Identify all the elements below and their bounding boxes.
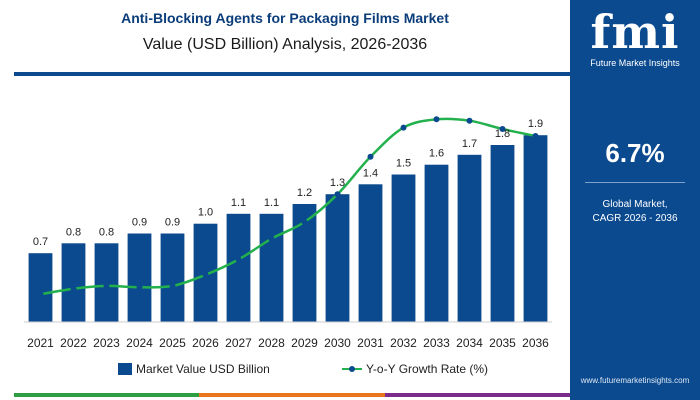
bar-value-label-2032: 1.5: [396, 158, 411, 170]
growth-line-layer: [37, 116, 539, 298]
growth-point-2021: [37, 291, 44, 298]
website-link[interactable]: www.futuremarketinsights.com: [580, 376, 690, 385]
bar-value-label-2029: 1.2: [297, 187, 312, 199]
bar-2036: [523, 135, 548, 322]
bar-2021: [28, 253, 53, 322]
bar-2027: [226, 213, 251, 322]
x-tick-label-2029: 2029: [291, 336, 318, 350]
bar-value-label-2030: 1.3: [330, 177, 345, 189]
legend-line-label: Y-o-Y Growth Rate (%): [366, 362, 489, 376]
x-tick-label-2026: 2026: [192, 336, 219, 350]
growth-point-2027: [235, 256, 242, 263]
legend-bar-swatch: [118, 363, 132, 375]
growth-point-2022: [70, 285, 77, 292]
x-tick-label-2032: 2032: [390, 336, 417, 350]
growth-point-2035: [499, 126, 506, 132]
x-tick-label-2025: 2025: [159, 336, 186, 350]
growth-point-2036: [532, 133, 539, 139]
footer-color-strip: [14, 393, 570, 397]
x-tick-label-2030: 2030: [324, 336, 351, 350]
bar-value-label-2028: 1.1: [264, 197, 279, 209]
bar-2035: [490, 145, 515, 322]
x-tick-label-2035: 2035: [489, 336, 516, 350]
sidebar-panel: fmi Future Market Insights 6.7% Global M…: [570, 0, 700, 400]
bar-2030: [325, 194, 350, 322]
bar-2031: [358, 184, 383, 322]
footer-segment-orange: [199, 393, 385, 397]
logo-subtitle: Future Market Insights: [590, 58, 680, 68]
bar-value-label-2026: 1.0: [198, 207, 213, 219]
legend-item-growth-rate: Y-o-Y Growth Rate (%): [342, 362, 488, 376]
growth-point-2029: [301, 219, 308, 225]
x-tick-label-2031: 2031: [357, 336, 384, 350]
x-tick-label-2028: 2028: [258, 336, 285, 350]
cagr-divider: [585, 182, 685, 183]
x-tick-label-2022: 2022: [60, 336, 87, 350]
bar-value-label-2024: 0.9: [132, 217, 147, 229]
chart-subtitle: Value (USD Billion) Analysis, 2026-2036: [142, 36, 428, 53]
growth-point-2023: [103, 282, 110, 289]
bar-value-label-2022: 0.8: [66, 226, 81, 238]
bar-2022: [61, 243, 86, 322]
bar-2029: [292, 204, 317, 322]
cagr-value: 6.7%: [605, 138, 665, 168]
legend: Market Value USD Billion Y-o-Y Growth Ra…: [0, 362, 570, 382]
bar-2028: [259, 213, 284, 322]
growth-rate-line: [40, 117, 536, 296]
bar-value-label-2027: 1.1: [231, 197, 246, 209]
x-tick-label-2024: 2024: [126, 336, 153, 350]
title-divider: [14, 72, 570, 76]
growth-point-2025: [169, 282, 176, 289]
brand-logo: fmi Future Market Insights: [570, 8, 700, 68]
bars-layer: [28, 135, 548, 322]
chart-plot: 0.7 2021 0.8 2022 0.8 2023 0.9 2024 0.9 2025 1.0 20…: [24, 116, 552, 350]
chart-panel: Anti-Blocking Agents for Packaging Films…: [0, 10, 570, 397]
legend-item-market-value: Market Value USD Billion: [118, 362, 270, 376]
cagr-label-period: CAGR 2026 - 2036: [592, 213, 678, 224]
x-tick-label-2023: 2023: [93, 336, 120, 350]
growth-point-2032: [400, 124, 407, 131]
bar-2025: [160, 233, 185, 322]
logo-mark: fmi: [590, 5, 680, 59]
growth-point-2026: [202, 271, 209, 278]
x-tick-label-2021: 2021: [27, 336, 54, 350]
bar-value-label-2021: 0.7: [33, 236, 48, 248]
footer-segment-purple: [384, 393, 570, 397]
x-tick-label-2033: 2033: [423, 336, 450, 350]
bar-value-label-2034: 1.7: [462, 138, 477, 150]
growth-point-2028: [268, 235, 275, 242]
bar-value-label-2035: 1.8: [495, 128, 510, 140]
growth-point-2024: [136, 284, 143, 291]
growth-point-2031: [367, 153, 374, 160]
legend-line-swatch: [342, 363, 362, 375]
bar-2034: [457, 154, 482, 322]
bar-2024: [127, 233, 152, 322]
bar-value-label-2025: 0.9: [165, 217, 180, 229]
growth-point-2033: [433, 116, 440, 123]
chart-title: Anti-Blocking Agents for Packaging Films…: [121, 10, 449, 26]
labels-layer: 0.7 2021 0.8 2022 0.8 2023 0.9 2024 0.9 2025 1.0 20…: [27, 118, 549, 350]
growth-point-2030: [334, 191, 341, 198]
x-tick-label-2034: 2034: [456, 336, 483, 350]
footer-segment-green: [14, 393, 200, 397]
bar-value-label-2036: 1.9: [528, 118, 543, 130]
bar-value-label-2033: 1.6: [429, 148, 444, 160]
x-tick-label-2027: 2027: [225, 336, 252, 350]
cagr-label-market: Global Market,: [602, 199, 668, 210]
legend-bar-label: Market Value USD Billion: [136, 362, 270, 376]
bar-value-label-2023: 0.8: [99, 226, 114, 238]
x-tick-label-2036: 2036: [522, 336, 549, 350]
growth-point-2034: [466, 117, 473, 124]
bar-2033: [424, 164, 449, 322]
bar-2023: [94, 243, 119, 322]
bar-2032: [391, 174, 416, 322]
bar-value-label-2031: 1.4: [363, 167, 378, 179]
